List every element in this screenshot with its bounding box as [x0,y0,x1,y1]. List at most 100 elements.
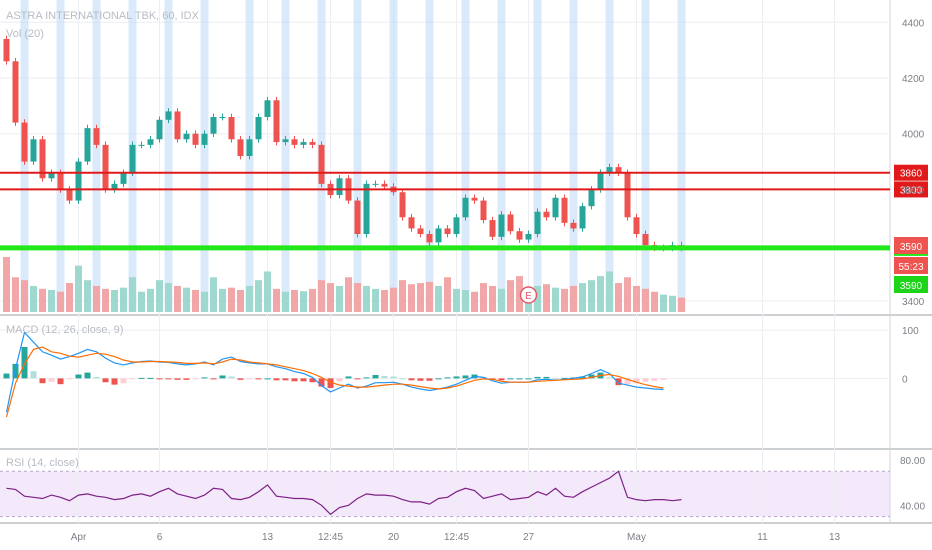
volume-bar [471,291,478,312]
macd-histogram-bar [534,376,541,379]
candle-body [120,172,127,184]
x-tick-label: 6 [157,532,163,543]
macd-histogram-bar [633,378,640,384]
volume-bar [651,291,658,312]
axes: 4400 4200 4000 3800 3400 100 0 80.00 40.00 Apr 6 13… [71,18,926,543]
volume-bar [147,288,154,312]
candle-body [282,139,289,143]
candle-body [192,133,199,145]
x-tick-label: 13 [829,532,841,543]
candle-body [417,228,424,234]
macd-histogram-bar [147,377,154,379]
chart-labels: ASTRA INTERNATIONAL TBK, 60, IDX Vol (20… [6,10,200,469]
macd-histogram-bar [561,377,568,379]
candle-body [489,220,496,237]
candle-body [300,142,307,145]
horizontal-levels: 3860 3800 3590 [0,164,928,256]
macd-histogram-bar [345,376,352,379]
volume-bar [111,290,118,312]
candle-body [228,117,235,140]
level-badge [894,181,928,198]
candle-body [570,222,577,229]
session-band [56,0,65,312]
volume-bar [615,283,622,312]
macd-histogram-bar [66,378,73,380]
rsi-tick-label: 80.00 [900,456,925,467]
volume-bar [444,277,451,312]
rsi-tick-label: 40.00 [900,501,925,512]
volume-bar [300,291,307,312]
rsi-band [0,471,890,517]
macd-histogram-bar [543,376,550,379]
session-band [164,0,173,312]
macd-histogram-bar [138,377,145,379]
rsi-label: RSI (14, close) [6,457,79,469]
candle-body [606,167,613,173]
session-band [497,0,506,312]
x-tick-label: 27 [523,532,535,543]
volume-bar [237,290,244,312]
x-tick-label: 20 [388,532,400,543]
candle-body [615,167,622,173]
candle-body [381,183,388,187]
price-tick-label: 3800 [902,185,925,196]
volume-bar [372,288,379,312]
price-badge-label: 3590 [900,242,923,253]
volume-bar [480,283,487,312]
macd-histogram-bar [237,378,244,380]
candle-body [426,234,433,243]
macd-histogram-bar [201,377,208,379]
x-tick-label: May [627,532,646,543]
macd-tick-label: 100 [902,326,919,337]
volume-bar [255,280,262,312]
candle-body [93,128,100,145]
candle-body [102,144,109,190]
level-badge-label: 3800 [900,185,923,196]
volume-bar [588,280,595,312]
volume-bar [354,283,361,312]
macd-histogram-bar [102,378,109,383]
macd-histogram-bar [192,378,199,380]
candle-body [183,133,190,140]
volume-bar [3,257,10,312]
volume-bar [669,295,676,312]
volume-bar [246,285,253,312]
volume-bar [507,280,514,312]
volume-bar [624,277,631,312]
session-band [641,0,650,312]
volume-bar [282,291,289,312]
volume-bar [435,285,442,312]
macd-histogram-bar [606,377,613,379]
macd-histogram-bar [318,378,325,387]
candle-body [147,139,154,145]
candle-body [84,128,91,162]
earnings-marker-label: E [525,291,532,302]
price-badge-label: 3590 [900,281,923,292]
candle-body [174,111,181,140]
candle-body [498,214,505,237]
signal-line [5,346,664,418]
price-tick-label: 4400 [902,18,925,29]
macd-histogram-bar [651,378,658,381]
volume-label: Vol (20) [6,28,44,40]
macd-histogram-bar [39,378,46,384]
candle-body [408,217,415,229]
rsi-line [6,470,682,516]
candle-body [246,139,253,156]
candle-body [210,117,217,134]
macd-histogram-bar [516,378,523,380]
volume-bar [462,290,469,312]
candle-body [579,206,586,229]
macd-histogram-bar [291,378,298,382]
session-break-bands [20,0,686,312]
session-band [569,0,578,312]
macd-histogram-bar [507,378,514,380]
macd-line [5,331,664,413]
macd-histogram-bar [246,378,253,380]
volume-bar [642,288,649,312]
volume-bar [660,294,667,312]
session-band [605,0,614,312]
volume-bar [156,280,163,312]
